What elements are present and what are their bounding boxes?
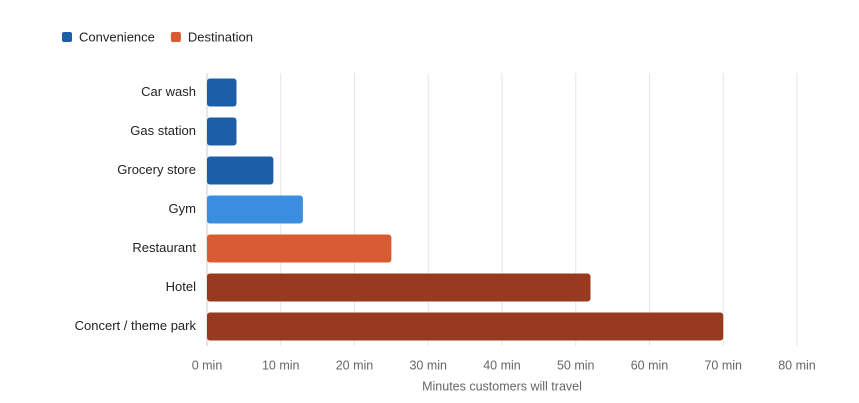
x-tick-label: 60 min: [631, 358, 669, 372]
x-tick-label: 30 min: [409, 358, 447, 372]
x-tick-label: 80 min: [778, 358, 816, 372]
y-tick-label: Gym: [169, 201, 196, 216]
bar: [207, 195, 303, 224]
y-tick-label: Concert / theme park: [75, 318, 197, 333]
legend-swatch: [62, 32, 72, 42]
y-tick-label: Grocery store: [117, 162, 196, 177]
x-tick-label: 0 min: [192, 358, 223, 372]
y-tick-label: Hotel: [166, 279, 196, 294]
bar: [207, 78, 237, 107]
legend-swatch: [170, 32, 181, 42]
y-tick-label: Restaurant: [132, 240, 196, 255]
bar: [207, 117, 237, 146]
bar: [207, 156, 274, 185]
x-tick-label: 50 min: [557, 358, 595, 372]
x-tick-label: 10 min: [262, 358, 300, 372]
y-tick-label: Car wash: [141, 84, 196, 99]
bar: [207, 273, 591, 302]
legend-label: Convenience: [79, 29, 155, 44]
x-tick-label: 40 min: [483, 358, 521, 372]
bar: [207, 312, 724, 341]
x-axis-title: Minutes customers will travel: [422, 379, 582, 393]
legend-label: Destination: [188, 29, 253, 44]
bar: [207, 234, 392, 263]
y-tick-label: Gas station: [130, 123, 196, 138]
x-tick-label: 20 min: [336, 358, 374, 372]
x-tick-label: 70 min: [704, 358, 742, 372]
